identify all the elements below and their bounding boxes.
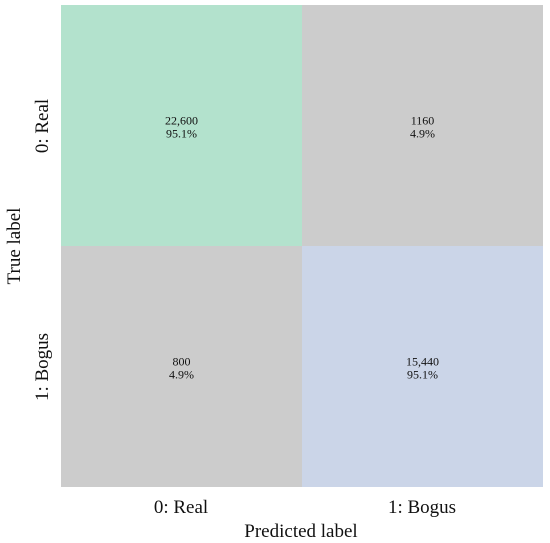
heatmap-cells (61, 5, 543, 487)
y-tick-label-real: 0: Real (32, 99, 53, 153)
x-tick-label-real: 0: Real (154, 497, 208, 518)
x-axis-title: Predicted label (244, 521, 357, 542)
y-axis-title: True label (4, 208, 25, 285)
cell-count-0-real-0-real: 22,600 (165, 114, 198, 128)
x-tick-label-bogus: 1: Bogus (388, 497, 456, 518)
cell-count-0-real-1-bogus: 1160 (411, 114, 435, 128)
cell-percent-0-real-0-real: 95.1% (166, 127, 197, 141)
cell-percent-1-bogus-1-bogus: 95.1% (407, 368, 438, 382)
cell-1-bogus-1-bogus (302, 246, 543, 487)
cell-percent-1-bogus-0-real: 4.9% (169, 368, 194, 382)
cell-percent-0-real-1-bogus: 4.9% (410, 127, 435, 141)
y-tick-label-bogus: 1: Bogus (32, 333, 53, 401)
cell-1-bogus-0-real (61, 246, 302, 487)
cell-count-1-bogus-1-bogus: 15,440 (406, 355, 439, 369)
cell-0-real-0-real (61, 5, 302, 246)
cell-0-real-1-bogus (302, 5, 543, 246)
cell-count-1-bogus-0-real: 800 (173, 355, 191, 369)
